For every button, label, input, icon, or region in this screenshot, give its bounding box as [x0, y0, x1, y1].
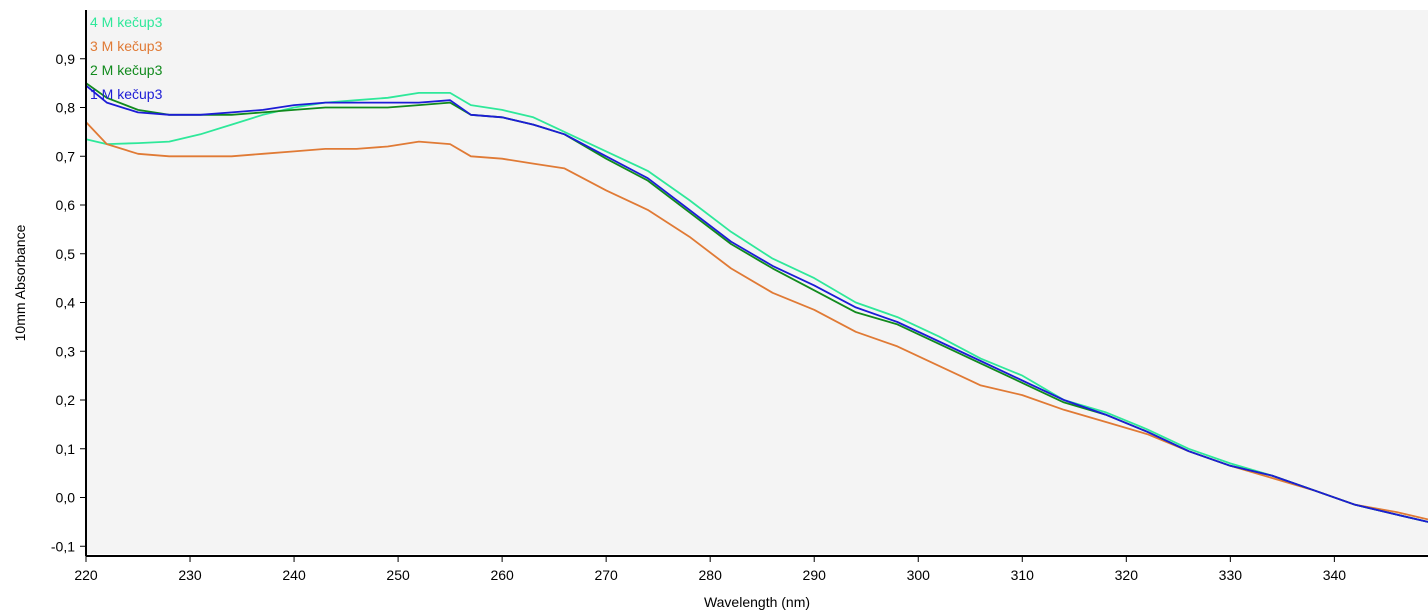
x-tick-label: 320 [1115, 567, 1139, 583]
y-tick-label: 0,6 [56, 197, 76, 213]
x-tick-label: 330 [1219, 567, 1243, 583]
x-tick-label: 240 [282, 567, 306, 583]
x-ticks: 220 230 240 250 260 270 280 290 300 310 320 330 340 [74, 556, 1346, 583]
y-tick-label: -0,1 [51, 538, 75, 554]
y-tick-label: 0,2 [56, 392, 76, 408]
legend-entry: 4 M kečup3 [90, 14, 163, 30]
x-tick-label: 310 [1011, 567, 1035, 583]
series-line-1 [85, 92, 1428, 523]
x-axis-label: Wavelength (nm) [704, 594, 810, 610]
legend-entry: 1 M kečup3 [90, 86, 163, 102]
x-tick-label: 290 [803, 567, 827, 583]
x-tick-label: 300 [907, 567, 931, 583]
x-tick-label: 220 [74, 567, 98, 583]
x-tick-label: 260 [490, 567, 514, 583]
y-tick-label: 0,9 [56, 51, 76, 67]
series-layer [85, 82, 1428, 523]
x-tick-label: 270 [594, 567, 618, 583]
y-ticks: -0,1 0,0 0,1 0,2 0,3 0,4 0,5 0,6 0,7 0,8 0,9 [51, 51, 86, 554]
y-tick-label: 0,3 [56, 343, 76, 359]
x-tick-label: 280 [699, 567, 723, 583]
y-tick-label: 0,5 [56, 246, 76, 262]
y-tick-label: 0,8 [56, 100, 76, 116]
x-tick-label: 250 [386, 567, 410, 583]
legend-entry: 3 M kečup3 [90, 38, 163, 54]
y-tick-label: 0,0 [56, 490, 76, 506]
plot-area [86, 10, 1428, 554]
x-tick-label: 340 [1323, 567, 1347, 583]
y-tick-label: 0,1 [56, 441, 76, 457]
legend: 4 M kečup3 3 M kečup3 2 M kečup3 1 M kečup3 [90, 14, 163, 102]
y-tick-label: 0,7 [56, 148, 76, 164]
y-axis-label: 10mm Absorbance [12, 224, 28, 341]
series-line-4 [85, 84, 1428, 523]
legend-entry: 2 M kečup3 [90, 62, 163, 78]
x-tick-label: 230 [178, 567, 202, 583]
y-tick-label: 0,4 [56, 295, 76, 311]
